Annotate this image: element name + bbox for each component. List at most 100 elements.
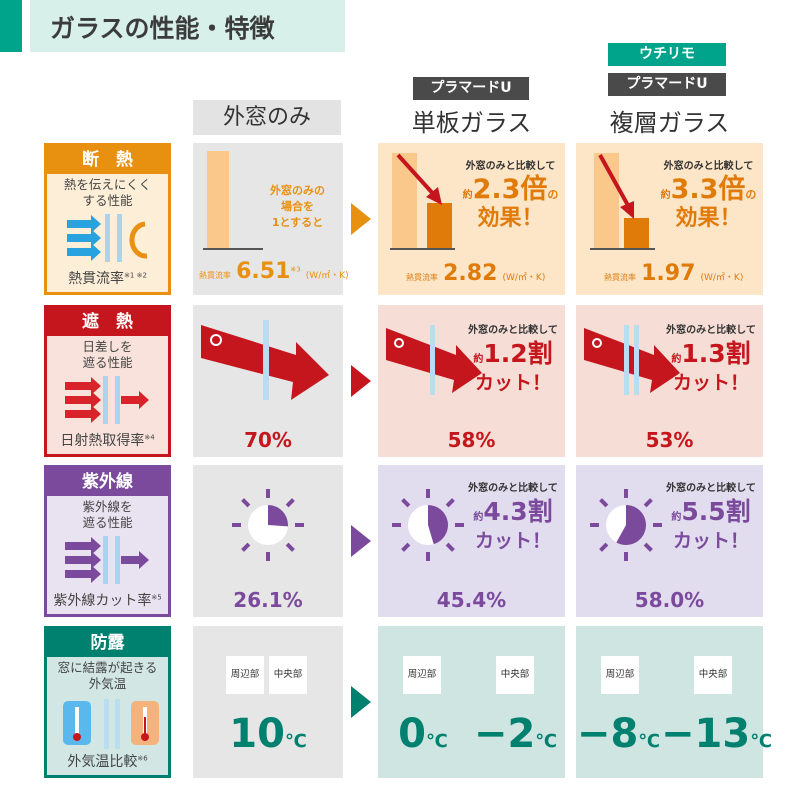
baseline xyxy=(390,248,455,250)
unit: (W/㎡・K) xyxy=(305,271,349,281)
arrow-right-icon xyxy=(351,686,371,718)
column-header-double-glass: 複層ガラス xyxy=(609,109,730,137)
comparison-note: 外窓のみと比較して xyxy=(468,325,558,336)
comparison-note: 外窓のみと比較して xyxy=(465,161,556,172)
column-header-outer-only: 外窓のみ xyxy=(193,100,341,135)
effect-headline: 約1.2割 xyxy=(473,338,552,370)
unit-label: 熱貫流率 xyxy=(604,273,636,282)
heat-single-effect: 2.3倍 xyxy=(472,174,548,205)
baseline xyxy=(590,248,655,250)
row-label-solar-shielding: 遮 熱 日差しを 遮る性能 日射熱取得率※4 xyxy=(44,305,171,457)
effect-caption: 効果！ xyxy=(675,206,742,231)
row-footer: 熱貫流率 xyxy=(68,271,125,287)
edge-label: 周辺部 xyxy=(403,656,441,694)
header-accent-bar xyxy=(0,0,22,52)
prefix: 約 xyxy=(671,354,682,365)
dew-double-glass-cell: 周辺部 中央部 −8℃ −13℃ xyxy=(576,626,772,778)
sun-ray xyxy=(401,498,411,508)
sun-ray xyxy=(401,542,411,552)
row-title: 防露 xyxy=(47,629,168,657)
prefix: 約 xyxy=(473,512,484,523)
solar-single-value: 58% xyxy=(447,428,496,452)
product-tag: プラマードU xyxy=(413,77,529,100)
suffix: の xyxy=(547,188,559,201)
effect-caption: カット！ xyxy=(672,530,749,552)
unit-label: 熱貫流率 xyxy=(406,273,438,282)
footnote: ※1 ※2 xyxy=(124,271,147,280)
row-title: 断 熱 xyxy=(47,146,168,174)
effect-text: 外窓のみと比較して 約1.3割 カット！ xyxy=(661,323,761,396)
effect-headline: 約3.3倍の xyxy=(661,174,757,206)
solar-base-value: 70% xyxy=(244,428,292,452)
dew-single-edge-value: 0 xyxy=(398,711,427,757)
unit-label: 熱貫流率 xyxy=(199,271,231,280)
effect-headline: 約1.3割 xyxy=(671,338,750,370)
effect-text: 外窓のみと比較して 約3.3倍の 効果！ xyxy=(656,159,761,232)
uv-cut-slice xyxy=(268,505,288,527)
prefix: 約 xyxy=(462,190,473,201)
row-footer: 日射熱取得率 xyxy=(60,433,145,449)
sun-ray xyxy=(643,542,653,552)
uv-block-icon xyxy=(65,536,149,584)
solar-double-glass-cell: 外窓のみと比較して 約1.3割 カット！ 53% xyxy=(576,305,763,457)
edge-label: 周辺部 xyxy=(226,656,264,694)
dew-base-readout: 10℃ xyxy=(193,714,343,754)
row-desc: 遮る性能 xyxy=(82,355,133,370)
dew-double-edge-readout: −8℃ xyxy=(576,714,661,754)
suffix: の xyxy=(745,188,757,201)
uv-single-effect: 4.3割 xyxy=(483,497,553,526)
effect-headline: 約4.3割 xyxy=(473,496,552,528)
heat-double-readout: 熱貫流率 1.97 (W/㎡・K) xyxy=(604,261,743,286)
footnote: ※4 xyxy=(144,433,155,442)
base-note: 外窓のみの 場合を 1とすると xyxy=(255,183,340,231)
sun-ray xyxy=(285,498,295,508)
prefix: 約 xyxy=(473,354,484,365)
base-bar xyxy=(207,151,229,248)
effect-headline: 約2.3倍の xyxy=(463,174,559,206)
dew-base-value: 10 xyxy=(229,711,285,757)
row-desc: 窓に結露が起きる xyxy=(57,660,158,675)
unit: ℃ xyxy=(750,731,772,752)
sunlight-arrow-icon xyxy=(201,320,329,400)
dew-double-edge-value: −8 xyxy=(576,711,639,757)
thermometer-icon xyxy=(63,699,159,749)
row-label-condensation: 防露 窓に結露が起きる 外気温 外気温比較※6 xyxy=(44,626,171,778)
heat-single-glass-cell: 外窓のみと比較して 約2.3倍の 効果！ 熱貫流率 2.82 (W/㎡・K) xyxy=(378,143,565,295)
footnote: ※6 xyxy=(137,754,148,763)
dew-outer-only-cell: 周辺部 中央部 10℃ xyxy=(193,626,343,778)
heat-single-readout: 熱貫流率 2.82 (W/㎡・K) xyxy=(406,261,545,286)
heat-double-effect: 3.3倍 xyxy=(670,174,746,205)
effect-text: 外窓のみと比較して 約2.3倍の 効果！ xyxy=(458,159,563,232)
product-tag: ウチリモ xyxy=(608,43,726,66)
decrease-arrow-icon xyxy=(396,153,442,205)
unit: (W/㎡・K) xyxy=(700,273,744,283)
heat-double-glass-cell: 外窓のみと比較して 約3.3倍の 効果！ 熱貫流率 1.97 (W/㎡・K) xyxy=(576,143,763,295)
uv-sun-pie-icon xyxy=(392,489,464,561)
sun-ray xyxy=(599,498,609,508)
row-desc: 日差しを xyxy=(82,339,133,354)
sun-ray xyxy=(285,542,295,552)
result-bar xyxy=(427,203,452,248)
unit: ℃ xyxy=(638,731,661,752)
result-bar xyxy=(624,218,649,248)
heat-outer-only-cell: 外窓のみの 場合を 1とすると 熱貫流率 6.51※3 (W/㎡・K) xyxy=(193,143,349,295)
sunlight-arrow-icon xyxy=(386,325,482,395)
footnote: ※5 xyxy=(151,593,162,602)
unit: ℃ xyxy=(426,731,448,752)
row-desc: 熱を伝えにくく xyxy=(63,177,152,192)
prefix: 約 xyxy=(660,190,671,201)
arrow-right-icon xyxy=(351,525,371,557)
effect-caption: 効果！ xyxy=(477,206,544,231)
sun-ray xyxy=(445,542,455,552)
uv-cut-slice xyxy=(428,505,448,545)
footnote: ※3 xyxy=(290,265,301,274)
comparison-note: 外窓のみと比較して xyxy=(666,325,756,336)
row-footer: 外気温比較 xyxy=(67,754,138,770)
center-label: 中央部 xyxy=(269,656,307,694)
comparison-note: 外窓のみと比較して xyxy=(468,483,558,494)
dew-double-center-value: −13 xyxy=(661,711,751,757)
base-note-line: 1とすると xyxy=(271,216,324,229)
effect-text: 外窓のみと比較して 約1.2割 カット！ xyxy=(463,323,563,396)
row-title: 紫外線 xyxy=(47,468,168,496)
edge-label: 周辺部 xyxy=(601,656,639,694)
